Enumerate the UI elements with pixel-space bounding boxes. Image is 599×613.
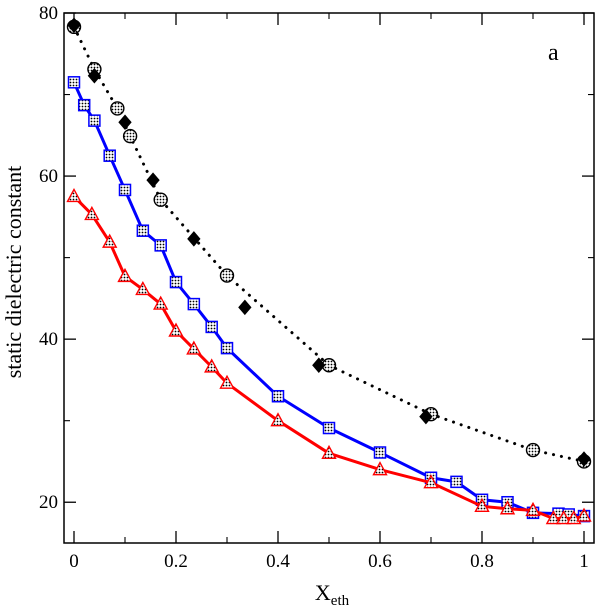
data-point-triangle <box>219 374 235 389</box>
series-line-square <box>72 81 585 518</box>
x-tick-label: 0.4 <box>266 551 290 572</box>
data-point-diamond <box>67 17 81 33</box>
data-point-triangle <box>423 474 439 489</box>
data-point-triangle <box>576 507 592 522</box>
data-point-diamond <box>238 299 252 316</box>
data-point-square <box>450 475 463 489</box>
data-point-diamond <box>118 114 132 131</box>
data-point-square <box>67 76 81 89</box>
data-point-diamond <box>187 231 201 247</box>
data-point-circle <box>219 268 235 283</box>
data-point-triangle <box>525 501 541 517</box>
data-point-square <box>322 421 336 435</box>
data-point-triangle <box>372 461 388 476</box>
data-point-triangle <box>555 510 572 525</box>
y-tick-label: 80 <box>39 3 58 24</box>
data-point-square <box>136 224 150 237</box>
series-diamond <box>67 17 591 467</box>
x-axis-title-main: X <box>315 580 331 605</box>
data-point-circle <box>153 192 168 207</box>
data-point-triangle <box>135 280 151 296</box>
y-tick-label: 20 <box>39 492 58 513</box>
data-point-diamond <box>419 408 433 425</box>
y-tick-label: 60 <box>39 166 58 187</box>
data-point-triangle <box>168 322 184 337</box>
data-point-square <box>77 98 91 112</box>
plot-frame <box>63 12 595 544</box>
data-point-triangle <box>474 497 490 513</box>
data-point-square <box>118 183 132 197</box>
series-layer <box>66 17 592 525</box>
data-point-square <box>154 239 167 252</box>
data-point-square <box>373 446 387 459</box>
data-point-diamond <box>312 357 326 374</box>
data-point-triangle <box>153 295 169 310</box>
x-tick-label: 0.8 <box>470 551 494 572</box>
data-point-triangle <box>270 412 286 427</box>
data-point-triangle <box>66 187 82 203</box>
data-point-square <box>205 320 218 334</box>
data-point-triangle <box>204 358 220 373</box>
data-point-triangle <box>186 340 202 355</box>
axis-ticks: 0 0.2 0.4 0.6 0.8 1 20 40 60 80 <box>39 3 594 572</box>
data-point-diamond <box>87 68 102 84</box>
data-point-square <box>271 389 285 403</box>
data-point-diamond <box>577 451 591 467</box>
data-point-diamond <box>146 172 160 188</box>
data-point-circle <box>110 101 125 116</box>
data-point-triangle <box>102 233 118 248</box>
x-axis-title-sub: eth <box>331 593 350 609</box>
series-triangle <box>66 187 592 525</box>
y-tick-label: 40 <box>39 329 58 350</box>
panel-label: a <box>548 40 559 66</box>
series-line-circle <box>72 25 586 463</box>
x-tick-label: 1 <box>579 551 589 572</box>
data-point-square <box>187 297 201 311</box>
x-axis-title: Xeth <box>315 580 350 609</box>
data-point-triangle <box>84 205 100 221</box>
x-tick-label: 0.2 <box>164 551 188 572</box>
x-tick-label: 0 <box>69 551 79 572</box>
data-point-square <box>88 114 101 127</box>
data-point-triangle <box>545 510 562 525</box>
data-point-triangle <box>499 500 516 515</box>
data-point-square <box>169 275 183 289</box>
series-line-triangle <box>72 195 585 521</box>
data-point-triangle <box>117 267 133 283</box>
data-point-square <box>103 149 116 162</box>
y-axis-title: static dielectric constant <box>1 166 26 379</box>
data-point-square <box>220 341 234 355</box>
series-circle <box>66 19 592 469</box>
data-point-circle <box>122 128 138 144</box>
x-tick-label: 0.6 <box>368 551 392 572</box>
data-point-triangle <box>321 444 337 460</box>
data-point-circle <box>525 442 541 458</box>
